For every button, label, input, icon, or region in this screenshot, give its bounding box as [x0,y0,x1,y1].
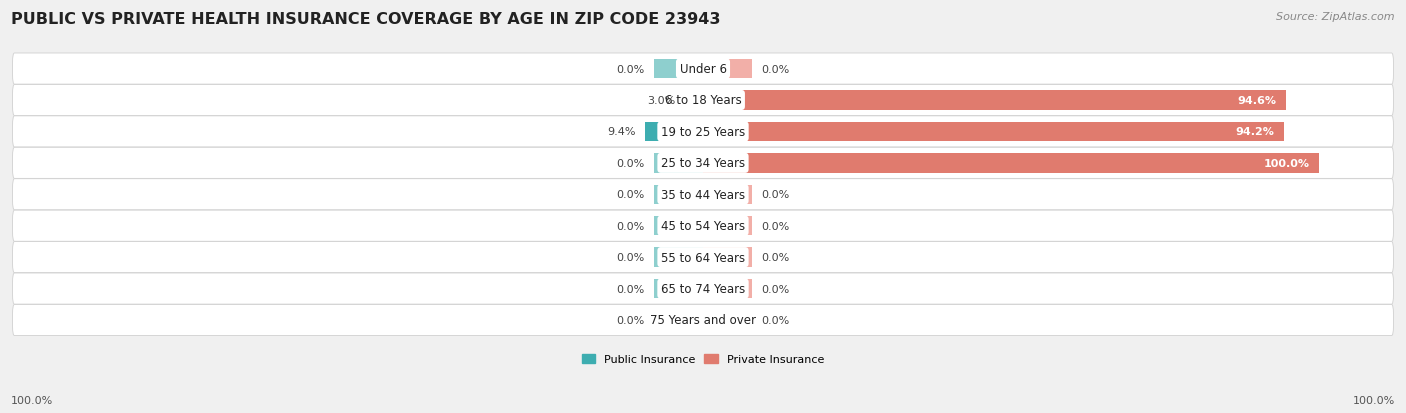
Bar [685,91,703,110]
Bar [654,279,703,299]
Text: 0.0%: 0.0% [616,221,644,231]
Text: 45 to 54 Years: 45 to 54 Years [661,220,745,233]
FancyBboxPatch shape [13,211,1393,242]
Text: 0.0%: 0.0% [762,315,790,325]
Text: 94.6%: 94.6% [1237,96,1277,106]
Text: 25 to 34 Years: 25 to 34 Years [661,157,745,170]
Bar [703,91,1286,110]
Legend: Public Insurance, Private Insurance: Public Insurance, Private Insurance [578,350,828,369]
Text: 65 to 74 Years: 65 to 74 Years [661,282,745,295]
Text: 0.0%: 0.0% [762,221,790,231]
Text: Under 6: Under 6 [679,63,727,76]
FancyBboxPatch shape [13,85,1393,116]
Text: 6 to 18 Years: 6 to 18 Years [665,94,741,107]
Text: 19 to 25 Years: 19 to 25 Years [661,126,745,139]
FancyBboxPatch shape [13,179,1393,210]
Text: 0.0%: 0.0% [616,159,644,169]
FancyBboxPatch shape [13,273,1393,304]
FancyBboxPatch shape [13,54,1393,85]
Text: 100.0%: 100.0% [1353,395,1395,405]
Text: 0.0%: 0.0% [616,252,644,263]
Text: 94.2%: 94.2% [1236,127,1274,137]
Text: 9.4%: 9.4% [607,127,636,137]
Text: 0.0%: 0.0% [762,190,790,200]
Text: 0.0%: 0.0% [616,284,644,294]
FancyBboxPatch shape [13,305,1393,336]
Bar [703,154,1319,173]
Bar [703,59,752,79]
Bar [703,279,752,299]
Text: 0.0%: 0.0% [616,64,644,74]
Text: 3.0%: 3.0% [647,96,675,106]
Text: 0.0%: 0.0% [762,284,790,294]
Bar [654,216,703,236]
Bar [703,122,1284,142]
Bar [654,248,703,267]
FancyBboxPatch shape [13,116,1393,147]
FancyBboxPatch shape [13,148,1393,179]
Text: 75 Years and over: 75 Years and over [650,314,756,327]
FancyBboxPatch shape [13,242,1393,273]
Text: 0.0%: 0.0% [762,252,790,263]
Text: 100.0%: 100.0% [1264,159,1310,169]
Bar [703,311,752,330]
Bar [645,122,703,142]
Text: 0.0%: 0.0% [762,64,790,74]
Text: Source: ZipAtlas.com: Source: ZipAtlas.com [1277,12,1395,22]
Bar [654,185,703,204]
Bar [654,59,703,79]
Text: 0.0%: 0.0% [616,315,644,325]
Bar [654,154,703,173]
Text: 55 to 64 Years: 55 to 64 Years [661,251,745,264]
Text: 100.0%: 100.0% [11,395,53,405]
Text: 0.0%: 0.0% [616,190,644,200]
Bar [703,248,752,267]
Bar [703,216,752,236]
Bar [703,185,752,204]
Bar [654,311,703,330]
Text: PUBLIC VS PRIVATE HEALTH INSURANCE COVERAGE BY AGE IN ZIP CODE 23943: PUBLIC VS PRIVATE HEALTH INSURANCE COVER… [11,12,721,27]
Text: 35 to 44 Years: 35 to 44 Years [661,188,745,201]
